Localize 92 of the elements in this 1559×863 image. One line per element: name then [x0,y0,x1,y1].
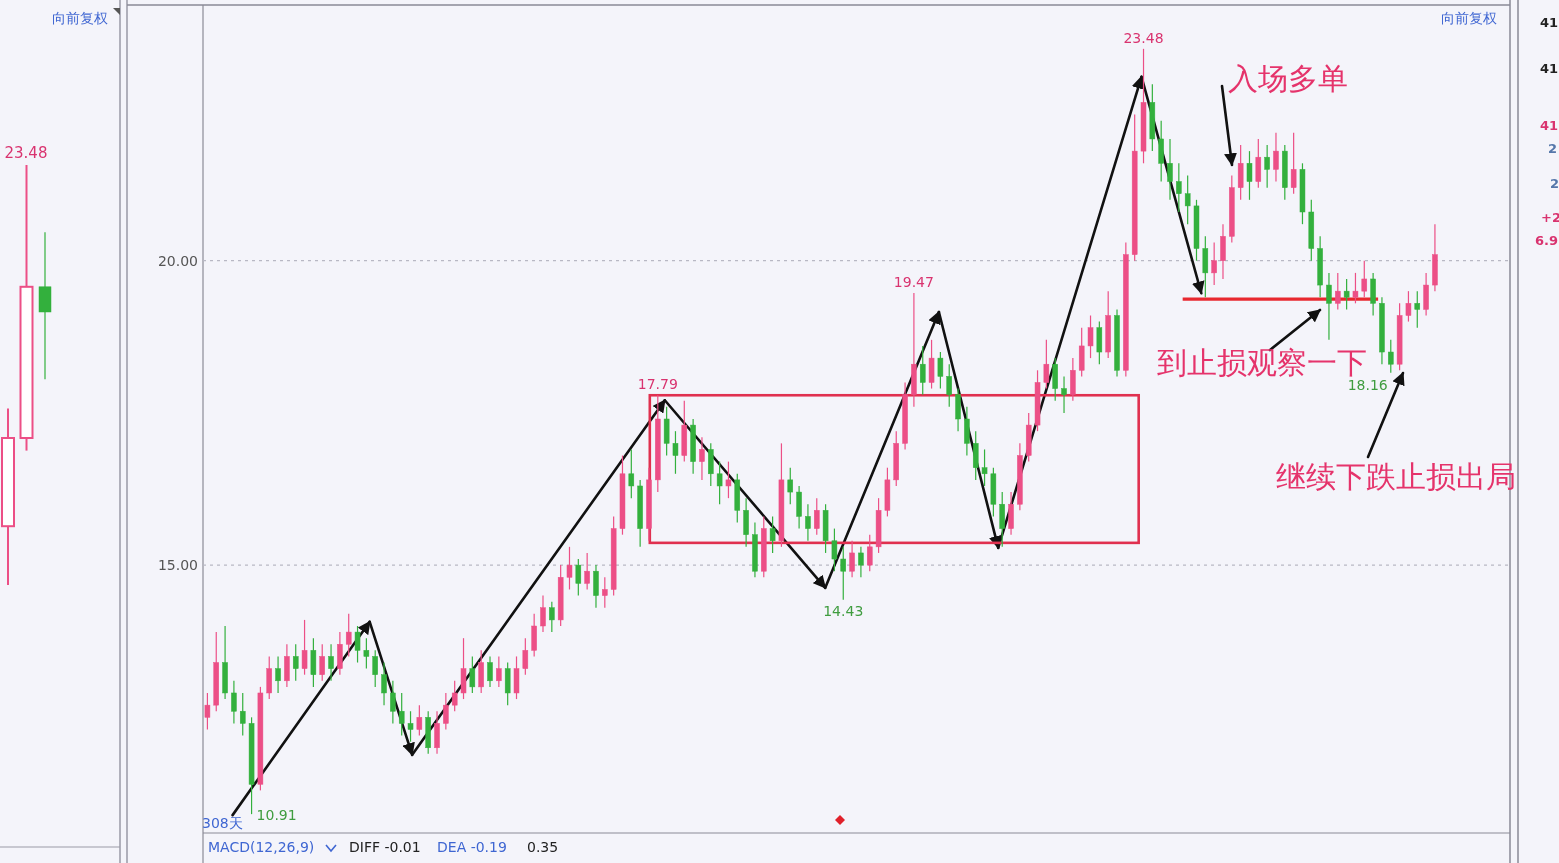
candlestick [19,164,34,452]
candlestick [946,363,952,408]
annotation: 10.91 [256,807,297,824]
annotation: 308天 [202,815,243,831]
text: MACD(12,26,9) [208,839,315,855]
candlestick [672,430,679,475]
candlestick [1184,174,1191,225]
candlestick [849,540,855,578]
candlestick [981,448,988,487]
candlestick [301,619,308,676]
candlestick [716,461,723,505]
candlestick [1061,375,1067,414]
candlestick [787,467,794,505]
candlestick [699,436,705,481]
text: 41 [1540,61,1559,76]
annotation: 入场多单 [1228,61,1348,96]
text: 2 [1550,176,1559,191]
candlestick [769,515,776,554]
text: 6.9 [1535,233,1559,248]
annotation: 23.48 [1123,29,1164,46]
candlestick [867,534,873,572]
candlestick [937,351,944,390]
candlestick [1405,290,1412,323]
candlestick [1176,162,1182,213]
candlestick [1246,150,1253,201]
y-tick-label: 15.00 [157,557,198,574]
candlestick [407,710,414,743]
text: 41 [1540,118,1559,133]
candlestick [451,680,458,712]
candlestick [1388,339,1394,374]
candlestick [522,637,529,676]
text: 向前复权 [52,10,108,26]
candlestick [1211,241,1217,286]
candlestick [328,643,334,682]
candlestick [584,552,590,591]
candlestick [1,407,15,586]
candlestick [1326,272,1332,341]
annotation: 19.47 [893,273,934,290]
candlestick [1352,272,1359,304]
candlestick [231,680,237,725]
candlestick [275,655,281,694]
text: DIFF -0.01 [349,839,421,855]
text: 0.35 [527,839,559,855]
candlestick [354,625,361,664]
candlestick [292,643,299,682]
candlestick [575,558,582,597]
candlestick [1273,132,1279,183]
text: 41 [1540,15,1559,30]
candlestick [919,345,926,396]
candlestick [1361,260,1368,298]
candlestick [1087,314,1094,359]
candlestick [345,613,352,658]
candlestick [840,546,846,601]
candlestick [416,704,423,737]
candlestick [566,546,573,591]
annotation: 17.79 [637,376,678,393]
candlestick [398,692,405,737]
candlestick [831,527,838,572]
candlestick [1264,144,1270,189]
candlestick [540,594,546,633]
candlestick [1414,290,1421,329]
candlestick [204,692,211,731]
candlestick [487,655,493,688]
text: DEA -0.19 [437,839,507,855]
annotation: 向前复权 [1441,10,1497,26]
text: 2 [1548,141,1558,156]
candlestick [805,503,811,542]
candlestick [390,680,396,725]
candlestick [319,643,325,682]
text: +2 [1541,210,1559,225]
candlestick [443,692,449,731]
annotation: 继续下跌止损出局 [1276,459,1516,494]
candlestick [372,649,378,688]
candlestick [496,655,502,688]
candlestick [725,461,732,499]
annotation: 14.43 [823,602,864,619]
text: 23.48 [4,144,48,162]
candlestick [1043,339,1050,390]
candlestick [1167,138,1173,201]
candlestick [1335,272,1341,311]
y-tick-label: 20.00 [157,252,198,269]
candlestick [858,546,864,578]
candlestick [814,497,820,536]
candlestick [549,601,555,633]
candlestick [469,655,476,694]
candlestick [1290,132,1297,195]
candlestick [381,661,387,706]
candlestick [1343,278,1350,311]
candlestick [363,637,370,670]
candlestick [239,692,246,737]
candlestick [602,576,608,609]
candlestick [628,448,635,499]
